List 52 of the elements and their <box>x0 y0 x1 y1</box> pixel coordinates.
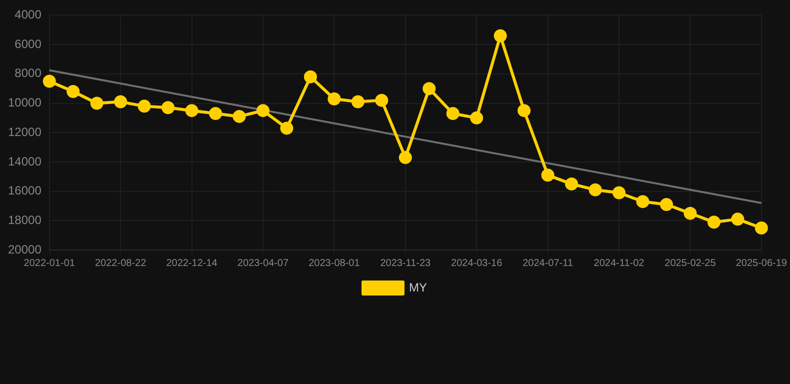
point <box>636 195 650 208</box>
x-tick-label: 2024-07-11 <box>522 258 574 269</box>
x-tick-label: 2024-11-02 <box>594 258 645 269</box>
point <box>114 95 128 108</box>
x-tick-label: 2023-11-23 <box>380 258 432 269</box>
y-tick-label: 10000 <box>8 96 42 110</box>
point <box>162 101 175 114</box>
x-tick-label: 2025-06-19 <box>736 258 788 269</box>
x-tick-label: 2022-01-01 <box>24 258 76 269</box>
point <box>446 107 460 120</box>
point <box>660 198 673 212</box>
x-tick-label: 2025-02-25 <box>664 258 716 269</box>
x-tick-label: 2022-12-14 <box>166 258 218 269</box>
point <box>232 110 246 123</box>
y-tick-label: 14000 <box>8 154 42 168</box>
point <box>494 29 507 42</box>
point <box>280 122 294 135</box>
y-tick-label: 6000 <box>14 36 42 51</box>
point <box>375 94 388 107</box>
y-tick-label: 16000 <box>8 184 42 198</box>
point <box>185 104 198 118</box>
point <box>684 206 697 220</box>
point <box>138 100 151 113</box>
point <box>209 107 222 120</box>
point <box>42 74 56 88</box>
x-tick-label: 2023-04-07 <box>237 258 289 269</box>
y-tick-label: 18000 <box>8 212 42 227</box>
legend-label: MY <box>409 280 427 294</box>
x-tick-label: 2023-08-01 <box>308 258 360 269</box>
point <box>398 151 412 164</box>
point <box>422 82 436 96</box>
y-tick-label: 12000 <box>8 124 42 139</box>
point <box>256 104 270 118</box>
point <box>588 183 602 196</box>
point <box>90 96 104 110</box>
point <box>541 168 554 182</box>
point <box>470 111 484 124</box>
point <box>518 104 531 118</box>
x-tick-label: 2024-03-16 <box>451 258 503 269</box>
point <box>565 177 578 190</box>
point <box>328 92 341 106</box>
y-tick-label: 4000 <box>14 8 42 22</box>
point <box>351 95 364 108</box>
point <box>707 216 720 229</box>
point <box>731 212 744 226</box>
y-tick-label: 8000 <box>14 66 42 80</box>
point <box>304 70 317 84</box>
point <box>66 85 80 98</box>
point <box>754 221 768 234</box>
x-tick-label: 2022-08-22 <box>94 258 147 269</box>
point <box>612 186 626 200</box>
y-tick-label: 20000 <box>8 242 42 256</box>
